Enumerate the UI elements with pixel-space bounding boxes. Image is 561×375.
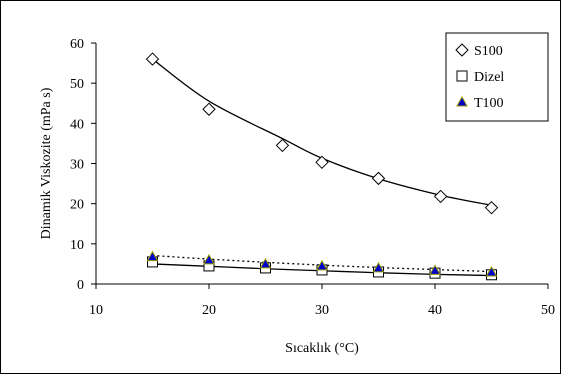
y-tick-label: 20 [70, 198, 84, 213]
y-tick-label: 60 [70, 37, 84, 52]
s100-trendline [152, 58, 492, 206]
y-tick-label: 10 [70, 238, 84, 253]
s100-point [202, 102, 216, 116]
y-tick-label: 30 [70, 158, 84, 173]
s100-point [315, 155, 329, 170]
x-tick-label: 20 [202, 303, 216, 318]
legend-label-t100: T100 [474, 96, 504, 111]
t100-point [372, 261, 385, 273]
y-tick-label: 0 [77, 278, 84, 293]
axes: 0 10 20 30 40 50 60 10 20 30 40 50 [70, 37, 555, 318]
y-tick-label: 50 [70, 77, 84, 92]
s100-point [371, 171, 386, 186]
x-tick-label: 50 [541, 303, 555, 318]
y-axis-title: Dinamik Viskozite (mPa s) [39, 87, 54, 239]
legend-label-dizel: Dizel [474, 70, 504, 85]
legend-label-s100: S100 [474, 44, 503, 59]
x-tick-label: 10 [89, 303, 103, 318]
legend-marker-t100 [456, 95, 468, 107]
legend-marker-s100 [455, 43, 469, 57]
s100-point [484, 200, 499, 215]
s100-point [145, 52, 160, 66]
t100-point [259, 257, 272, 269]
x-tick-label: 30 [315, 303, 329, 318]
t100-point [203, 253, 215, 265]
x-tick-label: 40 [428, 303, 442, 318]
x-axis-title: Sıcaklık (°C) [285, 341, 359, 356]
s100-point [275, 138, 290, 153]
data-points [145, 52, 499, 281]
t100-point [429, 264, 441, 275]
legend-marker-dizel [456, 70, 468, 82]
t100-point [485, 265, 498, 277]
t100-point [316, 259, 328, 271]
t100-point [146, 250, 159, 262]
legend: S100 Dizel T100 [445, 32, 549, 122]
y-tick-label: 40 [70, 117, 84, 132]
s100-point [433, 189, 448, 204]
